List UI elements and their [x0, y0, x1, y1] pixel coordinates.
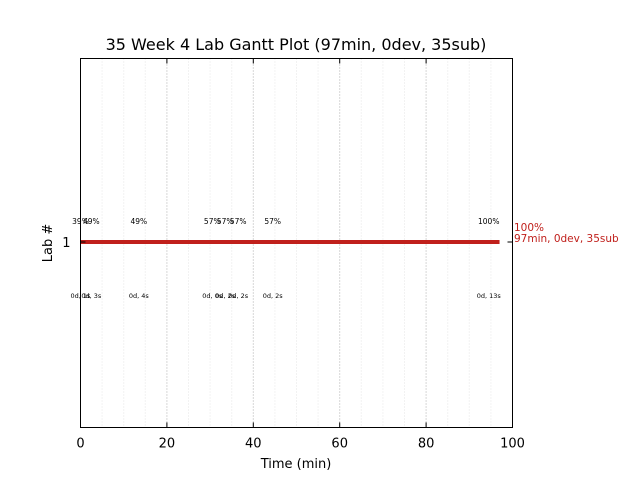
- event-detail-label: 0d, 2s: [215, 292, 236, 300]
- event-percent-label: 57%: [264, 217, 281, 226]
- x-tick-label: 80: [418, 437, 435, 452]
- event-detail-label: 0d, 0s: [202, 292, 223, 300]
- event-detail-label: 0d, 13s: [477, 292, 502, 300]
- event-percent-label: 57%: [204, 217, 221, 226]
- event-labels: 39% 0d, 1s 49% 0d, 3s 49% 0d, 4s 57% 0d, 0s 57% 0…: [71, 217, 502, 300]
- y-axis-label: Lab #: [41, 224, 56, 263]
- event-percent-label: 49%: [130, 217, 147, 226]
- event-detail-label: 0d, 2s: [228, 292, 249, 300]
- chart-title: 35 Week 4 Lab Gantt Plot (97min, 0dev, 3…: [106, 35, 487, 54]
- plot-frame: [80, 58, 513, 428]
- x-tick-label: 60: [331, 437, 348, 452]
- event-percent-label: 49%: [83, 217, 100, 226]
- x-tick-label: 20: [159, 437, 176, 452]
- y-tick-label: 1: [62, 236, 70, 251]
- x-tick-label: 100: [500, 437, 525, 452]
- bar-end-label-summary: 97min, 0dev, 35sub: [514, 233, 619, 245]
- event-percent-label: 57%: [217, 217, 234, 226]
- event-detail-label: 0d, 4s: [129, 292, 150, 300]
- event-detail-label: 0d, 2s: [263, 292, 284, 300]
- x-tick-label: 0: [76, 437, 84, 452]
- axis-ticks: 0 20 40 60 80 100 1: [62, 58, 525, 452]
- event-percent-label: 100%: [478, 217, 499, 226]
- x-tick-label: 40: [245, 437, 262, 452]
- event-detail-label: 0d, 3s: [81, 292, 102, 300]
- x-axis-label: Time (min): [260, 457, 332, 472]
- bar-end-label-percent: 100%: [514, 222, 544, 234]
- event-detail-label: 0d, 1s: [71, 292, 92, 300]
- event-percent-label: 57%: [230, 217, 247, 226]
- event-percent-label: 39%: [72, 217, 89, 226]
